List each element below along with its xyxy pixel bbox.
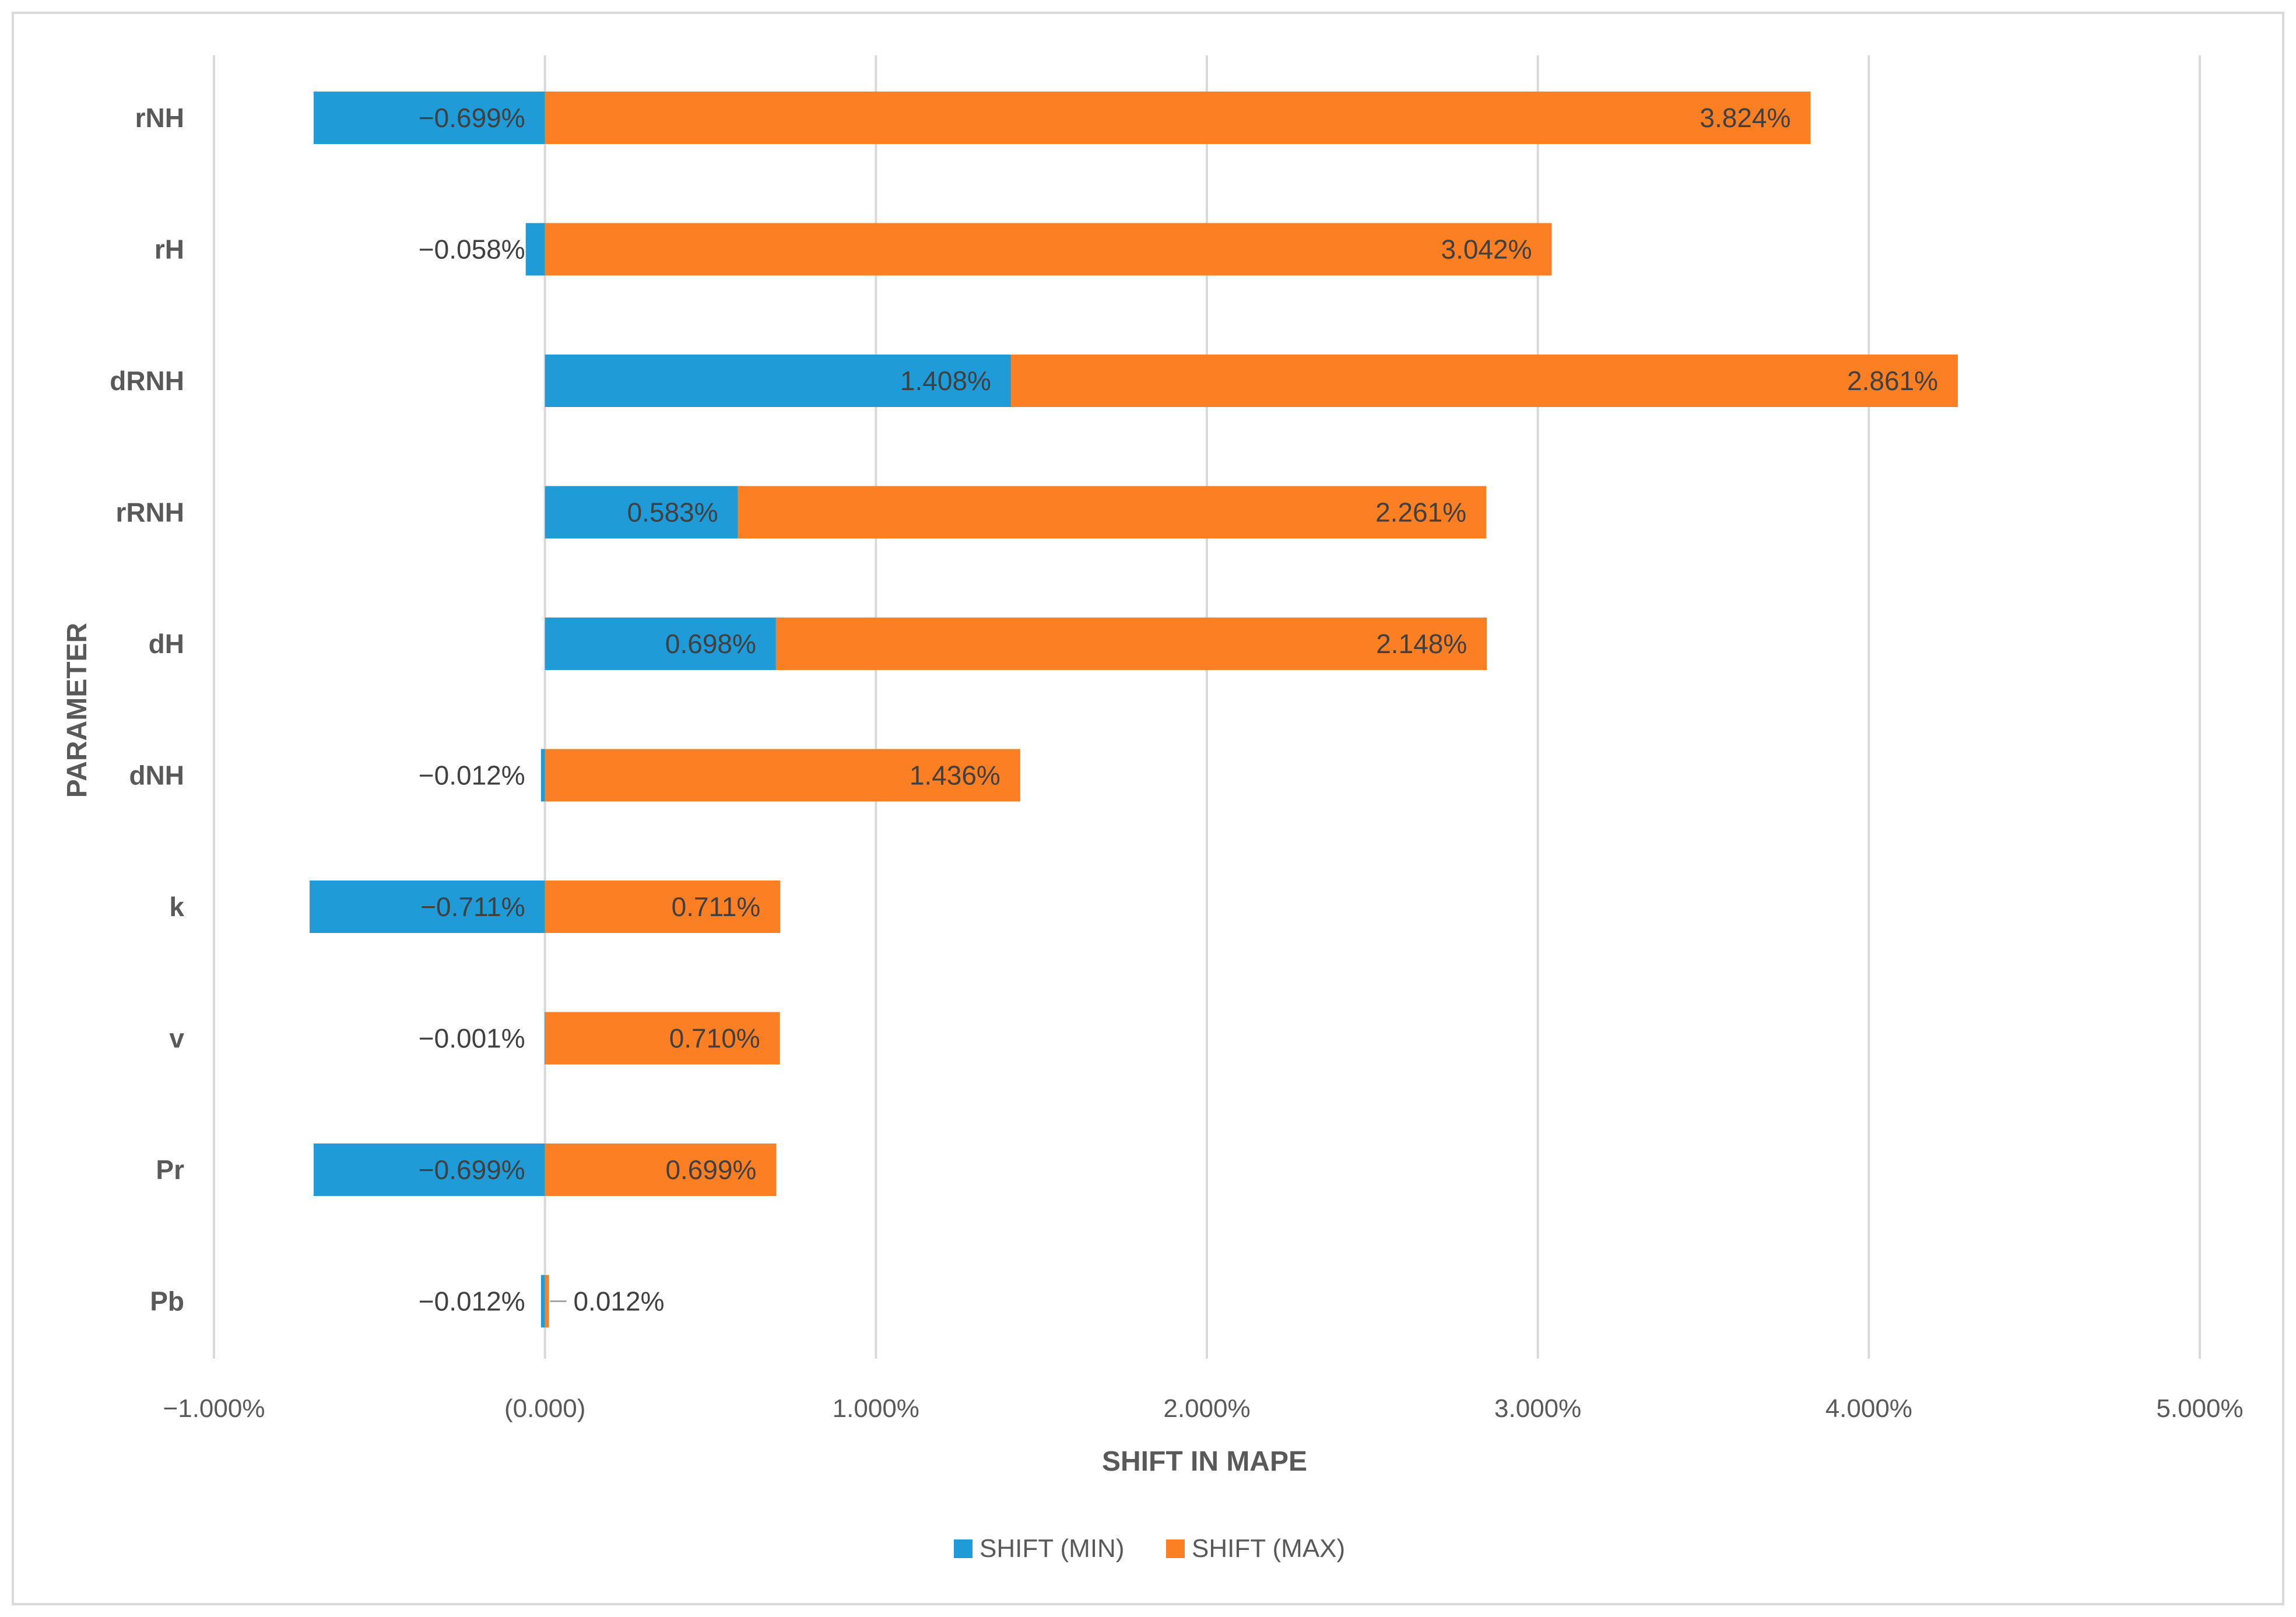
data-label-min: 1.408% [900, 366, 991, 396]
category-label: Pb [150, 1286, 184, 1317]
bar-shift-min [540, 1275, 545, 1328]
x-tick-label: (0.000) [504, 1394, 585, 1423]
x-tick-label: 5.000% [2156, 1394, 2243, 1423]
bar-shift-max [545, 881, 781, 933]
legend-label: SHIFT (MIN) [980, 1534, 1125, 1563]
category-label: k [169, 892, 184, 922]
data-label-min: −0.699% [419, 1155, 525, 1185]
bar-shift-max [775, 618, 1487, 670]
bar-shift-min [525, 223, 545, 276]
bar-shift-min [545, 355, 1011, 407]
data-labels: −0.699% 3.824% −0.058% 3.042% 1.408% 2.861% 0.… [419, 103, 1938, 1317]
data-label-max: 0.699% [665, 1155, 756, 1185]
bars [310, 92, 1958, 1328]
bar-shift-min [540, 749, 545, 802]
data-label-min: 0.698% [665, 629, 756, 659]
category-label: dH [149, 629, 184, 659]
data-label-max: 3.042% [1441, 234, 1532, 265]
bar-shift-min [310, 881, 545, 933]
x-tick-label: −1.000% [163, 1394, 265, 1423]
category-label: rRNH [115, 497, 184, 528]
bar-shift-max [738, 486, 1487, 539]
x-axis-title: SHIFT IN MAPE [1102, 1446, 1307, 1477]
bar-shift-min [545, 486, 738, 539]
bar-shift-max [545, 1144, 777, 1196]
data-label-min: −0.699% [419, 103, 525, 133]
y-axis-title: PARAMETER [62, 623, 93, 798]
x-tick-label: 3.000% [1494, 1394, 1581, 1423]
bar-shift-max [545, 92, 1811, 144]
category-axis: rNH rH dRNH rRNH dH dNH k v Pr Pb [110, 103, 184, 1317]
category-label: dRNH [110, 366, 184, 396]
data-label-min: −0.001% [419, 1023, 525, 1054]
x-tick-label: 2.000% [1163, 1394, 1250, 1423]
legend-swatch [954, 1539, 973, 1558]
bar-shift-max [545, 1012, 780, 1065]
legend-label: SHIFT (MAX) [1192, 1534, 1345, 1563]
data-label-max: 2.148% [1376, 629, 1467, 659]
data-label-min: 0.583% [627, 497, 718, 528]
category-label: dNH [129, 760, 184, 791]
data-label-max: 0.012% [573, 1286, 664, 1317]
data-label-min: −0.012% [419, 1286, 525, 1317]
data-label-max: 0.711% [672, 892, 761, 922]
data-label-max: 2.861% [1847, 366, 1938, 396]
value-axis: −1.000% (0.000) 1.000% 2.000% 3.000% 4.000% 5.… [163, 1394, 2244, 1423]
bar-shift-min [545, 618, 776, 670]
legend: SHIFT (MIN) SHIFT (MAX) [954, 1534, 1345, 1563]
data-label-max: 2.261% [1375, 497, 1466, 528]
bar-shift-min [313, 1144, 545, 1196]
x-tick-label: 4.000% [1825, 1394, 1912, 1423]
x-tick-label: 1.000% [833, 1394, 919, 1423]
bar-shift-max [1010, 355, 1958, 407]
category-label: v [169, 1023, 184, 1054]
bar-shift-max [545, 1275, 549, 1328]
data-label-min: −0.058% [419, 234, 525, 265]
chart-frame [12, 12, 2284, 1605]
bar-shift-max [545, 749, 1020, 802]
bar-shift-max [545, 223, 1552, 276]
data-label-max: 0.710% [669, 1023, 760, 1054]
category-label: Pr [156, 1155, 184, 1185]
data-label-max: 3.824% [1700, 103, 1791, 133]
category-label: rH [155, 234, 184, 265]
legend-swatch [1166, 1539, 1185, 1558]
data-label-min: −0.012% [419, 760, 525, 791]
data-label-max: 1.436% [910, 760, 1000, 791]
bar-shift-min [313, 92, 545, 144]
data-label-min: −0.711% [420, 892, 525, 922]
category-label: rNH [135, 103, 184, 133]
